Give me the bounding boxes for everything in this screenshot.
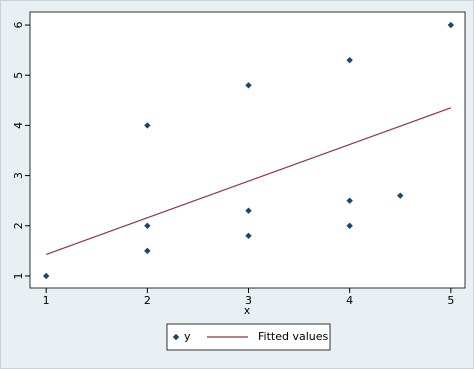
scatter-point <box>245 232 252 240</box>
scatter-point <box>245 207 252 214</box>
scatter-point <box>346 197 353 204</box>
scatter-point <box>397 192 404 199</box>
x-tick-label: 5 <box>447 294 454 307</box>
scatter-point <box>144 222 151 229</box>
scatter-point <box>144 247 151 255</box>
y-tick-label: 3 <box>12 172 25 179</box>
scatter-point <box>346 222 353 229</box>
y-tick-label: 1 <box>12 272 25 279</box>
x-tick-label: 3 <box>245 294 252 307</box>
plot-area <box>29 11 466 289</box>
legend-label: Fitted values <box>258 330 329 343</box>
fitted-line <box>45 107 452 255</box>
scatter-point <box>245 82 252 89</box>
x-tick-label: 2 <box>144 294 151 307</box>
scatter-point <box>42 272 50 280</box>
y-tick-label: 5 <box>12 72 25 79</box>
x-axis-label: x <box>244 304 251 317</box>
y-tick-label: 2 <box>12 222 25 229</box>
x-tick-label: 1 <box>43 294 50 307</box>
scatter-point <box>346 56 353 64</box>
y-tick-label: 4 <box>12 122 25 129</box>
legend-box <box>166 323 331 351</box>
legend-label: y <box>184 330 191 343</box>
scatter-point <box>447 21 455 29</box>
scatter-point <box>144 122 151 129</box>
legend-marker <box>172 333 180 341</box>
x-tick-label: 4 <box>346 294 353 307</box>
y-tick-label: 6 <box>12 22 25 29</box>
